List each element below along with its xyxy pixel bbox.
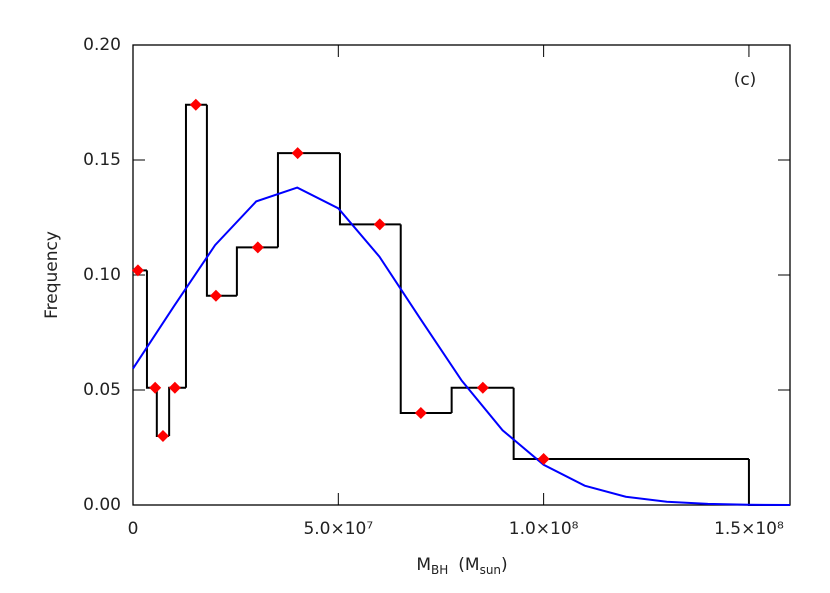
x-tick-label: 1.0×10⁸ xyxy=(509,519,579,539)
data-point xyxy=(209,289,222,302)
y-tick-label: 0.00 xyxy=(83,495,121,515)
y-tick-label: 0.05 xyxy=(83,380,121,400)
y-tick-label: 0.20 xyxy=(83,35,121,55)
histogram-step xyxy=(512,387,749,460)
data-point xyxy=(251,241,264,254)
fit-curve xyxy=(132,186,791,506)
histogram-step xyxy=(276,152,340,248)
x-axis-label-part: (M xyxy=(458,555,479,575)
histogram-step xyxy=(747,459,790,506)
data-point xyxy=(476,381,489,394)
x-axis-label-part: BH xyxy=(431,563,448,577)
data-point xyxy=(149,381,162,394)
data-point xyxy=(189,98,202,111)
histogram-step xyxy=(168,386,186,436)
x-axis-label-part: M xyxy=(416,555,431,575)
x-tick-label: 5.0×10⁷ xyxy=(303,519,373,539)
y-tick-label: 0.10 xyxy=(83,265,121,285)
histogram-step xyxy=(145,270,157,389)
y-tick-label: 0.15 xyxy=(83,150,121,170)
histogram-step xyxy=(338,153,401,226)
histogram-step xyxy=(184,103,207,388)
data-point xyxy=(414,407,427,419)
x-tick-label: 1.5×10⁸ xyxy=(714,519,784,539)
x-tick-label: 0 xyxy=(128,519,139,539)
data-point xyxy=(156,430,169,442)
plot-frame xyxy=(132,44,791,506)
data-point xyxy=(131,264,144,277)
data-point xyxy=(373,218,386,231)
data-point xyxy=(537,453,550,465)
histogram-step xyxy=(399,224,452,414)
histogram-step xyxy=(205,104,237,297)
x-axis-label-part: ) xyxy=(501,555,508,575)
x-axis-label: MBH (Msun) xyxy=(416,555,507,577)
histogram-step xyxy=(155,387,170,437)
y-axis-label: Frequency xyxy=(42,231,62,319)
data-point xyxy=(291,147,304,160)
data-point xyxy=(168,381,181,394)
x-axis-label-part: sun xyxy=(480,563,501,577)
histogram-step xyxy=(450,386,514,413)
annotation: (c) xyxy=(734,70,757,90)
histogram-step xyxy=(235,246,278,296)
